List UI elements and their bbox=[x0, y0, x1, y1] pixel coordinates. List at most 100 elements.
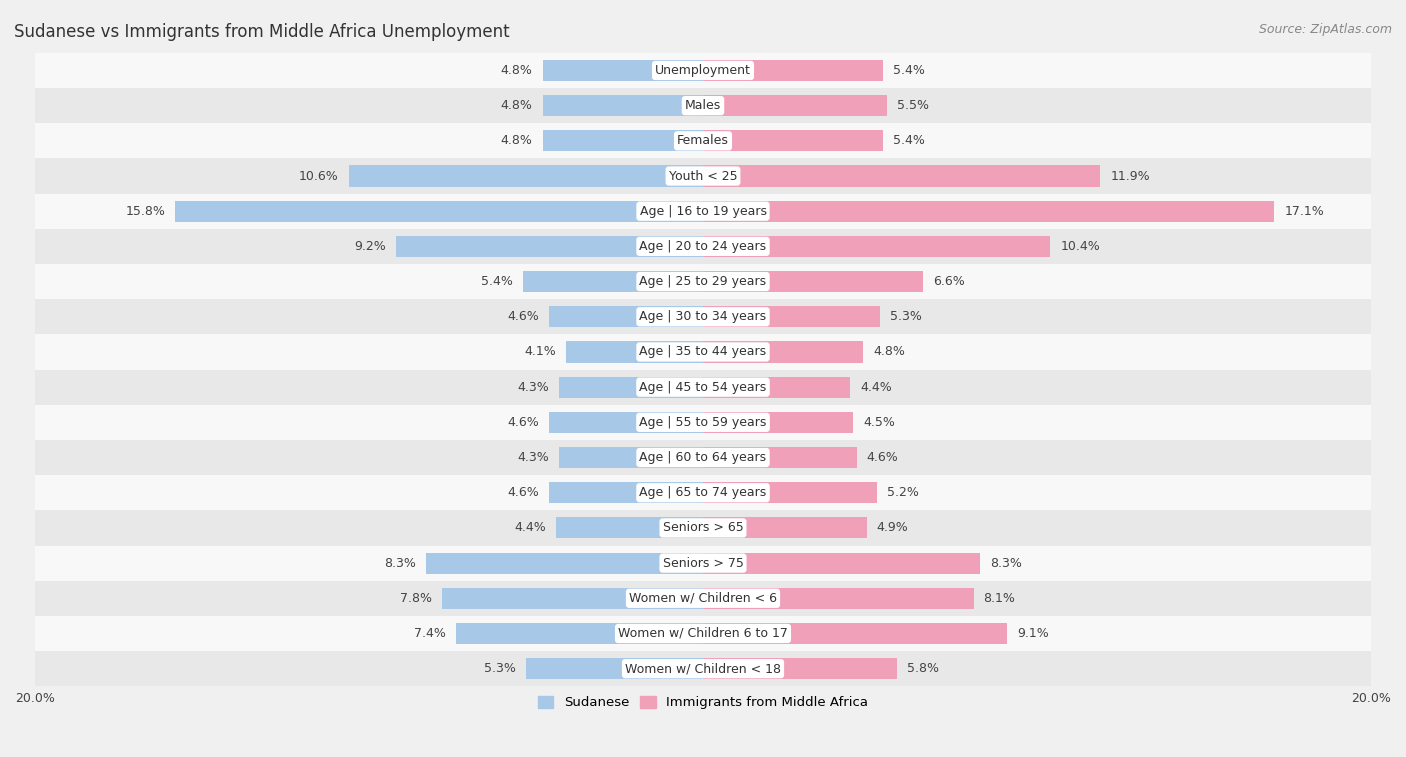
Bar bbox=[703, 60, 883, 81]
Bar bbox=[35, 88, 1371, 123]
Text: 5.5%: 5.5% bbox=[897, 99, 929, 112]
Text: 17.1%: 17.1% bbox=[1284, 204, 1324, 218]
Text: Women w/ Children < 18: Women w/ Children < 18 bbox=[626, 662, 780, 675]
Bar bbox=[349, 166, 703, 186]
Text: 8.1%: 8.1% bbox=[984, 592, 1015, 605]
Bar bbox=[550, 412, 703, 433]
Text: 4.5%: 4.5% bbox=[863, 416, 896, 428]
Text: Sudanese vs Immigrants from Middle Africa Unemployment: Sudanese vs Immigrants from Middle Afric… bbox=[14, 23, 510, 41]
Bar bbox=[35, 299, 1371, 335]
Text: 4.8%: 4.8% bbox=[501, 64, 533, 77]
Text: 7.4%: 7.4% bbox=[413, 627, 446, 640]
Text: 4.9%: 4.9% bbox=[877, 522, 908, 534]
Text: Age | 25 to 29 years: Age | 25 to 29 years bbox=[640, 275, 766, 288]
Text: 4.8%: 4.8% bbox=[501, 99, 533, 112]
Text: 5.4%: 5.4% bbox=[893, 64, 925, 77]
Text: 15.8%: 15.8% bbox=[125, 204, 166, 218]
Bar bbox=[703, 95, 887, 116]
Text: Age | 20 to 24 years: Age | 20 to 24 years bbox=[640, 240, 766, 253]
Bar bbox=[550, 307, 703, 327]
Text: 10.6%: 10.6% bbox=[299, 170, 339, 182]
Bar bbox=[567, 341, 703, 363]
Text: 5.8%: 5.8% bbox=[907, 662, 939, 675]
Bar bbox=[35, 616, 1371, 651]
Text: Age | 60 to 64 years: Age | 60 to 64 years bbox=[640, 451, 766, 464]
Bar bbox=[703, 166, 1101, 186]
Bar bbox=[35, 440, 1371, 475]
Text: 5.3%: 5.3% bbox=[484, 662, 516, 675]
Text: 11.9%: 11.9% bbox=[1111, 170, 1150, 182]
Bar bbox=[555, 517, 703, 538]
Bar bbox=[703, 623, 1007, 644]
Bar bbox=[703, 517, 866, 538]
Text: Age | 55 to 59 years: Age | 55 to 59 years bbox=[640, 416, 766, 428]
Bar bbox=[35, 651, 1371, 687]
Bar bbox=[703, 587, 973, 609]
Text: 9.1%: 9.1% bbox=[1017, 627, 1049, 640]
Bar bbox=[523, 271, 703, 292]
Text: 8.3%: 8.3% bbox=[384, 556, 416, 569]
Text: 7.8%: 7.8% bbox=[401, 592, 433, 605]
Bar bbox=[543, 60, 703, 81]
Text: Age | 65 to 74 years: Age | 65 to 74 years bbox=[640, 486, 766, 499]
Text: Seniors > 65: Seniors > 65 bbox=[662, 522, 744, 534]
Text: Women w/ Children < 6: Women w/ Children < 6 bbox=[628, 592, 778, 605]
Bar bbox=[703, 447, 856, 468]
Bar bbox=[560, 447, 703, 468]
Text: 4.3%: 4.3% bbox=[517, 381, 550, 394]
Text: 6.6%: 6.6% bbox=[934, 275, 966, 288]
Bar bbox=[703, 236, 1050, 257]
Bar bbox=[526, 658, 703, 679]
Bar bbox=[703, 412, 853, 433]
Text: 4.6%: 4.6% bbox=[866, 451, 898, 464]
Bar bbox=[35, 264, 1371, 299]
Bar bbox=[560, 376, 703, 397]
Text: Women w/ Children 6 to 17: Women w/ Children 6 to 17 bbox=[619, 627, 787, 640]
Bar bbox=[443, 587, 703, 609]
Text: 4.4%: 4.4% bbox=[860, 381, 891, 394]
Text: 4.1%: 4.1% bbox=[524, 345, 555, 359]
Text: 4.8%: 4.8% bbox=[873, 345, 905, 359]
Text: Age | 16 to 19 years: Age | 16 to 19 years bbox=[640, 204, 766, 218]
Bar bbox=[703, 376, 851, 397]
Text: 8.3%: 8.3% bbox=[990, 556, 1022, 569]
Bar bbox=[35, 158, 1371, 194]
Bar bbox=[543, 95, 703, 116]
Bar bbox=[703, 307, 880, 327]
Bar bbox=[35, 510, 1371, 546]
Bar bbox=[35, 581, 1371, 616]
Text: 5.4%: 5.4% bbox=[893, 134, 925, 148]
Bar bbox=[35, 369, 1371, 405]
Bar bbox=[703, 201, 1274, 222]
Text: 5.2%: 5.2% bbox=[887, 486, 918, 499]
Bar bbox=[35, 335, 1371, 369]
Text: Age | 35 to 44 years: Age | 35 to 44 years bbox=[640, 345, 766, 359]
Text: Source: ZipAtlas.com: Source: ZipAtlas.com bbox=[1258, 23, 1392, 36]
Bar bbox=[35, 123, 1371, 158]
Legend: Sudanese, Immigrants from Middle Africa: Sudanese, Immigrants from Middle Africa bbox=[533, 690, 873, 715]
Bar bbox=[395, 236, 703, 257]
Bar bbox=[35, 405, 1371, 440]
Text: Youth < 25: Youth < 25 bbox=[669, 170, 737, 182]
Bar bbox=[35, 475, 1371, 510]
Text: 5.4%: 5.4% bbox=[481, 275, 513, 288]
Bar bbox=[543, 130, 703, 151]
Text: 10.4%: 10.4% bbox=[1060, 240, 1099, 253]
Text: 4.6%: 4.6% bbox=[508, 416, 540, 428]
Text: Age | 45 to 54 years: Age | 45 to 54 years bbox=[640, 381, 766, 394]
Bar bbox=[426, 553, 703, 574]
Bar bbox=[703, 130, 883, 151]
Bar bbox=[703, 341, 863, 363]
Text: 4.8%: 4.8% bbox=[501, 134, 533, 148]
Text: 4.3%: 4.3% bbox=[517, 451, 550, 464]
Bar bbox=[35, 194, 1371, 229]
Bar bbox=[703, 271, 924, 292]
Text: 4.6%: 4.6% bbox=[508, 486, 540, 499]
Text: Age | 30 to 34 years: Age | 30 to 34 years bbox=[640, 310, 766, 323]
Bar bbox=[703, 658, 897, 679]
Text: 4.4%: 4.4% bbox=[515, 522, 546, 534]
Text: 4.6%: 4.6% bbox=[508, 310, 540, 323]
Bar bbox=[703, 553, 980, 574]
Bar bbox=[550, 482, 703, 503]
Bar bbox=[176, 201, 703, 222]
